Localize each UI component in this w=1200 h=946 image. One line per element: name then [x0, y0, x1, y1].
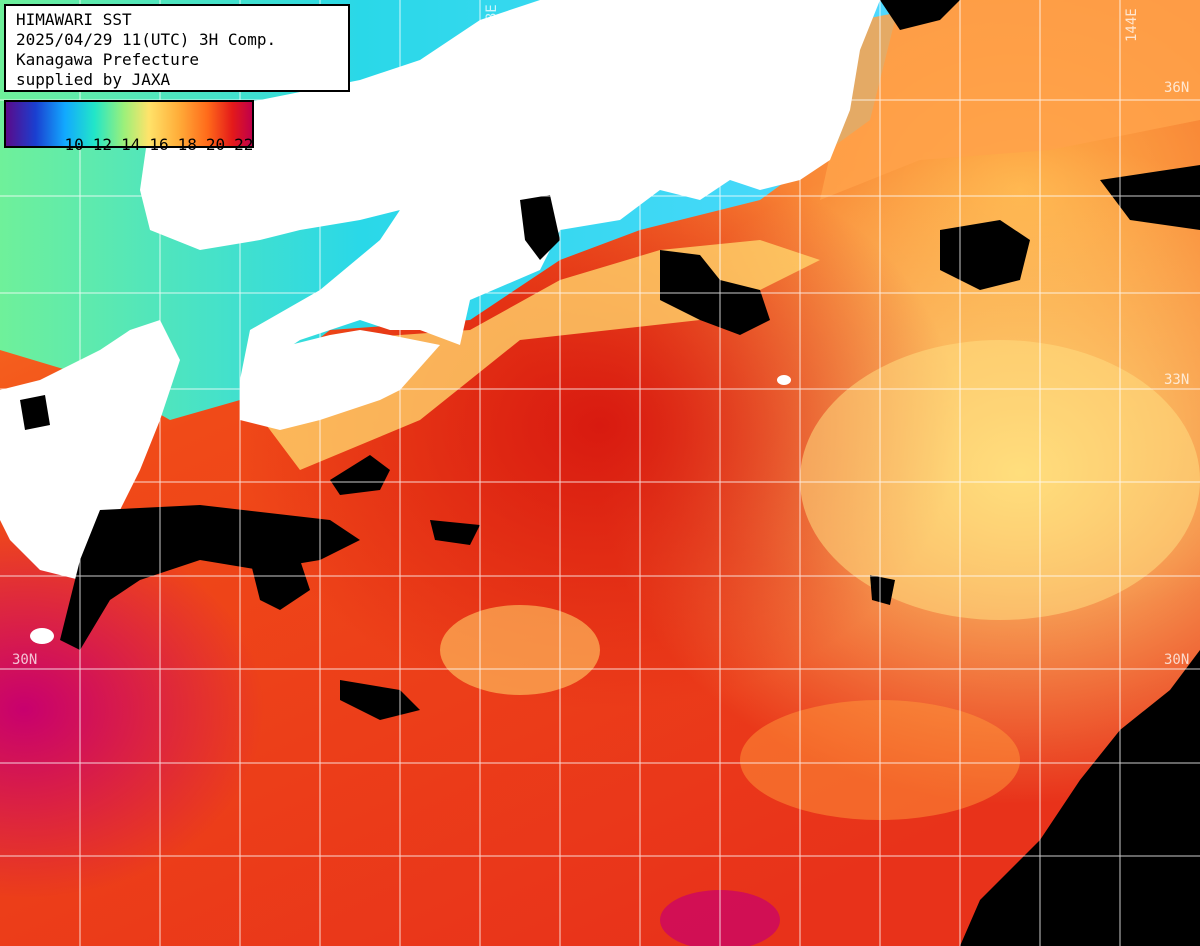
- info-box: HIMAWARI SST 2025/04/29 11(UTC) 3H Comp.…: [4, 4, 350, 92]
- land-island-south: [30, 628, 54, 644]
- map-region: Kanagawa Prefecture: [16, 50, 200, 69]
- legend-label-10: 10: [64, 135, 84, 154]
- lat-label-30n-right: 30N: [1164, 652, 1190, 668]
- legend-label-16: 16: [149, 135, 169, 154]
- eddy-pale-1: [440, 605, 600, 695]
- legend-label-20: 20: [205, 135, 226, 154]
- map-timestamp: 2025/04/29 11(UTC) 3H Comp.: [16, 30, 277, 49]
- map-credit: supplied by JAXA: [16, 70, 171, 89]
- lat-label-33n: 33N: [1164, 372, 1190, 388]
- legend-label-18: 18: [177, 135, 197, 154]
- land-honshu: [140, 0, 880, 380]
- map-title: HIMAWARI SST: [16, 10, 132, 29]
- lat-label-36n: 36N: [1164, 80, 1190, 96]
- land-island-small: [777, 375, 791, 385]
- temperature-legend: 10 12 14 16 18 20 22: [4, 100, 254, 154]
- legend-label-14: 14: [121, 135, 141, 154]
- cloud-mask: [20, 0, 1200, 946]
- eddy-pale-2: [800, 340, 1200, 620]
- land-kyushu: [0, 320, 180, 580]
- legend-label-12: 12: [92, 135, 113, 154]
- legend-labels: 10 12 14 16 18 20 22: [26, 116, 262, 173]
- legend-label-22: 22: [234, 135, 254, 154]
- lon-label-144e: 144E: [1124, 8, 1140, 42]
- lon-label-138e: 138E: [484, 4, 500, 38]
- land-shikoku: [240, 330, 440, 430]
- lat-label-30n-left: 30N: [12, 652, 38, 668]
